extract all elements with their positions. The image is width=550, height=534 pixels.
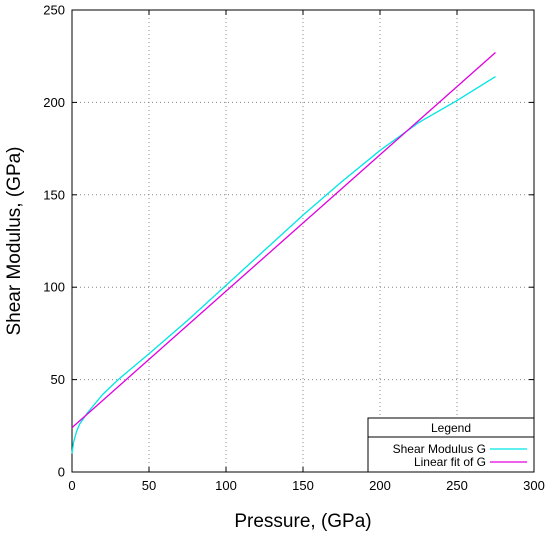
x-tick-label: 250 bbox=[446, 478, 468, 493]
x-tick-label: 150 bbox=[292, 478, 314, 493]
x-tick-label: 200 bbox=[369, 478, 391, 493]
y-tick-label: 200 bbox=[43, 95, 65, 110]
series-line-linear-fit-of-g bbox=[71, 52, 496, 429]
axis-ticks: 0 50 100 150 200 250 300 0 50 100 150 200 250 bbox=[43, 3, 545, 494]
x-tick-label: 0 bbox=[68, 478, 75, 493]
legend-box bbox=[367, 417, 535, 473]
y-tick-label: 250 bbox=[43, 3, 65, 18]
y-tick-label: 100 bbox=[43, 280, 65, 295]
series-line-shear-modulus-g bbox=[71, 75, 496, 454]
series-lines bbox=[71, 52, 496, 454]
y-tick-label: 50 bbox=[51, 372, 65, 387]
legend-label-shear-modulus-g: Shear Modulus G bbox=[393, 442, 486, 456]
x-tick-label: 50 bbox=[142, 478, 156, 493]
legend-title: Legend bbox=[431, 421, 471, 435]
y-axis-title: Shear Modulus, (GPa) bbox=[4, 146, 25, 335]
y-tick-label: 150 bbox=[43, 187, 65, 202]
grid-lines bbox=[72, 10, 534, 472]
y-tick-label: 0 bbox=[58, 465, 65, 480]
x-tick-label: 300 bbox=[523, 478, 545, 493]
x-axis-title: Pressure, (GPa) bbox=[234, 511, 371, 532]
legend-label-linear-fit-of-g: Linear fit of G bbox=[414, 455, 486, 469]
x-tick-label: 100 bbox=[215, 478, 237, 493]
